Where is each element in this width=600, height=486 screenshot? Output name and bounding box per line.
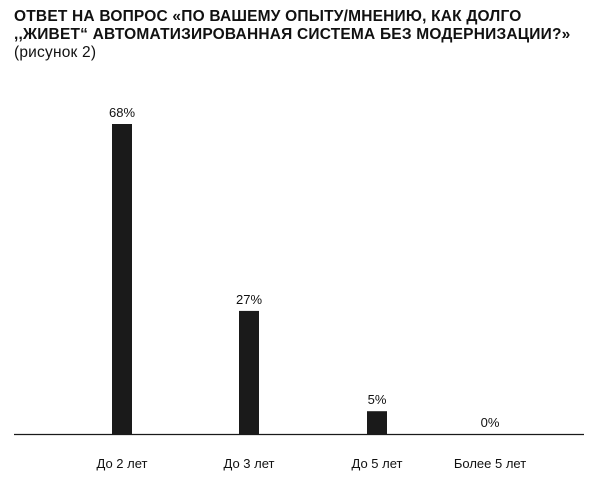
bar-3 (367, 411, 387, 434)
category-label-3: До 5 лет (352, 456, 403, 471)
category-label-1: До 2 лет (97, 456, 148, 471)
category-label-4: Более 5 лет (454, 456, 526, 471)
bar-2 (239, 310, 259, 434)
value-label-1: 68% (109, 105, 135, 120)
category-label-2: До 3 лет (224, 456, 275, 471)
value-label-4: 0% (481, 415, 500, 430)
chart-title: Ответ на вопрос «По вашему опыту/мнению,… (14, 8, 584, 62)
bar-1 (112, 124, 132, 434)
value-label-2: 27% (236, 292, 262, 307)
chart-title-main: Ответ на вопрос «По вашему опыту/мнению,… (14, 8, 571, 43)
value-label-3: 5% (368, 392, 387, 407)
chart-title-suffix: (рисунок 2) (14, 44, 97, 61)
